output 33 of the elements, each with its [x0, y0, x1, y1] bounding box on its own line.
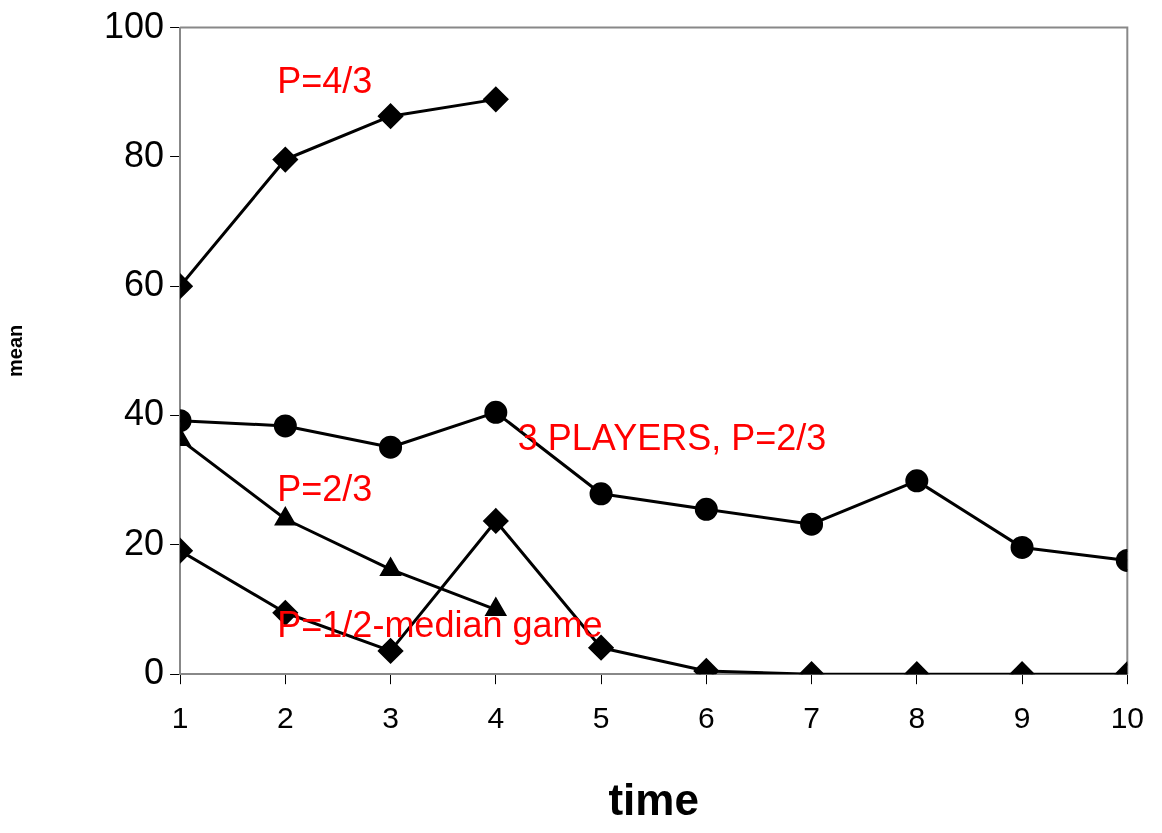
y-tick-label: 60 — [124, 263, 165, 305]
x-tick-label: 8 — [908, 701, 926, 735]
y-tick-label: 40 — [124, 392, 165, 434]
point — [905, 469, 929, 493]
y-tick-label: 0 — [144, 651, 165, 693]
y-tick-label: 20 — [124, 521, 165, 563]
x-tick-label: 10 — [1110, 701, 1144, 735]
y-tick-label: 100 — [103, 4, 165, 46]
point — [800, 512, 824, 536]
point — [379, 435, 403, 459]
x-tick-label: 7 — [803, 701, 820, 735]
x-tick-label: 9 — [1013, 701, 1031, 735]
point — [694, 497, 718, 521]
point — [484, 400, 508, 424]
point — [378, 103, 404, 129]
series-label: P=4/3 — [277, 60, 373, 102]
point — [378, 638, 404, 664]
point — [589, 482, 613, 506]
point — [272, 147, 298, 173]
x-axis-title: time — [608, 774, 699, 824]
point — [483, 508, 509, 534]
y-axis-title: mean — [3, 324, 26, 378]
series-label: P=2/3 — [277, 467, 373, 509]
x-tick-label: 5 — [592, 701, 610, 735]
point — [273, 414, 297, 438]
point — [1010, 535, 1034, 559]
point — [483, 86, 509, 112]
y-tick-label: 80 — [124, 133, 165, 175]
x-tick-label: 3 — [382, 701, 399, 735]
x-tick-label: 2 — [276, 701, 294, 735]
x-tick-label: 6 — [697, 701, 715, 735]
x-tick-label: 4 — [487, 701, 505, 735]
x-tick-label: 1 — [171, 701, 189, 735]
